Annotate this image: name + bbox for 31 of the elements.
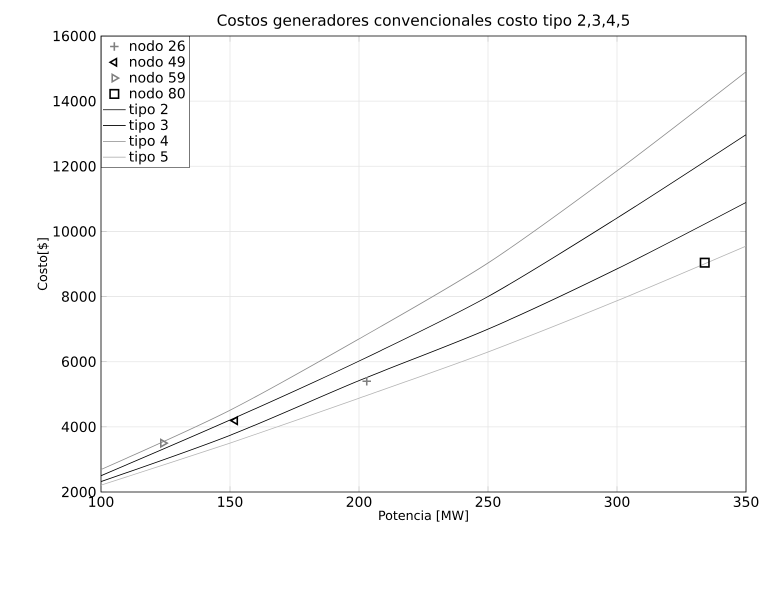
- line-series: [101, 71, 746, 470]
- y-tick-label: 4000: [62, 422, 96, 432]
- line-series: [101, 246, 746, 486]
- point: [700, 258, 710, 268]
- x-tick-label: 300: [604, 496, 630, 508]
- x-tick-label: 200: [346, 496, 372, 508]
- x-tick-label: 150: [218, 496, 242, 508]
- y-tick-label: 10000: [54, 226, 96, 237]
- legend-label: tipo 5: [129, 150, 168, 164]
- chart-title: Costos generadores convencionales costo tipo 2,3,4,5: [218, 14, 630, 29]
- point: [230, 416, 238, 426]
- point: [362, 376, 372, 386]
- y-tick-label: 12000: [54, 161, 96, 172]
- legend-label: tipo 3: [129, 119, 168, 133]
- legend-label: nodo 80: [130, 88, 185, 98]
- y-tick-label: 8000: [62, 291, 96, 302]
- legend-label: tipo 4: [129, 135, 168, 149]
- legend-label: tipo 2: [129, 104, 168, 117]
- legend-label: nodo 49: [130, 56, 185, 67]
- x-tick-label: 350: [734, 496, 758, 508]
- y-tick-label: 2000: [62, 486, 96, 498]
- x-tick-label: 100: [89, 496, 114, 508]
- x-axis-title: Potencia [MW]: [379, 510, 468, 522]
- legend-label: nodo 59: [130, 72, 185, 83]
- y-tick-label: 16000: [54, 30, 96, 42]
- y-tick-label: 14000: [54, 96, 96, 106]
- y-axis-title: Costo[$]: [37, 238, 49, 290]
- point: [160, 438, 168, 448]
- legend-label: nodo 26: [130, 40, 185, 52]
- y-tick-label: 6000: [62, 356, 96, 367]
- x-tick-label: 250: [476, 496, 500, 508]
